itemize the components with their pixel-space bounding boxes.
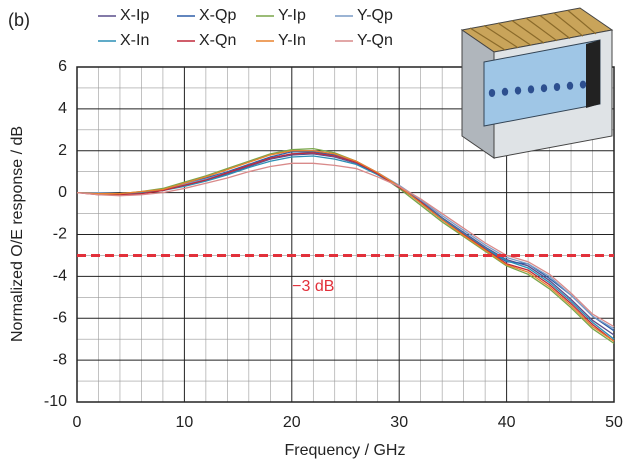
y-axis-label: Normalized O/E response / dB — [9, 126, 26, 342]
series-line — [76, 162, 615, 328]
y-tick-label: 0 — [58, 184, 67, 201]
legend-label: Y-Qp — [357, 7, 393, 24]
legend-label: Y-Qn — [357, 32, 393, 49]
y-tick-label: -8 — [53, 351, 67, 368]
device-wire — [469, 27, 506, 51]
series-line — [76, 153, 615, 336]
device-port — [579, 80, 587, 89]
device-wire — [553, 12, 584, 37]
x-axis-label: Frequency / GHz — [285, 442, 406, 459]
x-tick-label: 30 — [390, 414, 408, 431]
x-tick-label: 20 — [283, 414, 301, 431]
device-port — [553, 83, 561, 91]
legend-label: X-Ip — [120, 7, 149, 24]
device-wire — [483, 24, 519, 49]
device-wire — [511, 20, 545, 44]
reference-label: −3 dB — [292, 278, 334, 295]
y-tick-label: -6 — [53, 309, 67, 326]
x-tick-label: 0 — [73, 414, 82, 431]
device-port — [501, 87, 509, 96]
device-port — [566, 81, 574, 90]
legend-label: Y-In — [278, 32, 306, 49]
x-tick-label: 10 — [176, 414, 194, 431]
y-tick-label: -4 — [53, 268, 67, 285]
x-tick-label: 50 — [605, 414, 623, 431]
device-wire — [525, 17, 558, 42]
y-tick-label: -2 — [53, 226, 67, 243]
panel-label: (b) — [8, 10, 30, 30]
series-line — [76, 150, 615, 342]
legend-label: X-In — [120, 32, 149, 49]
device-wire — [567, 10, 597, 35]
device-wire — [539, 15, 571, 39]
series-line — [76, 152, 615, 342]
series-line — [76, 148, 615, 344]
device-port — [514, 86, 522, 95]
legend-label: X-Qp — [199, 7, 236, 24]
series-line — [76, 155, 615, 340]
y-tick-label: -10 — [44, 393, 67, 410]
y-tick-label: 4 — [58, 100, 67, 117]
device-port — [527, 85, 535, 94]
device-port — [540, 84, 548, 93]
series-line — [77, 152, 615, 330]
x-tick-label: 40 — [498, 414, 516, 431]
y-tick-label: 6 — [58, 58, 67, 75]
plot-frame — [76, 66, 615, 403]
y-tick-label: 2 — [58, 142, 67, 159]
legend-label: X-Qn — [199, 32, 236, 49]
device-port — [488, 89, 496, 97]
series-line — [76, 151, 615, 332]
legend-label: Y-Ip — [278, 7, 306, 24]
device-wire — [497, 22, 532, 46]
device-edge — [586, 40, 600, 108]
inset-device — [460, 7, 614, 159]
